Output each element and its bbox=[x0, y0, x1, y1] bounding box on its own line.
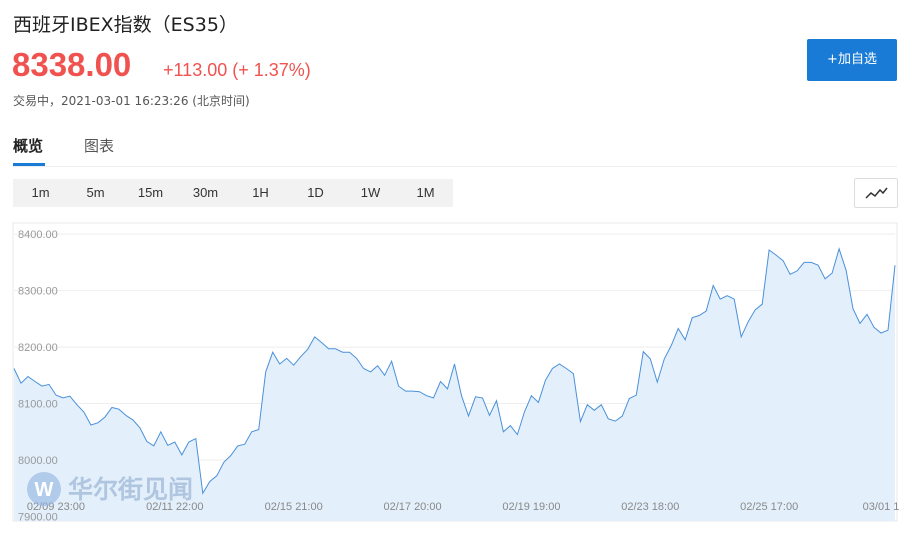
y-tick-label: 8200.00 bbox=[18, 342, 58, 354]
watermark-logo-letter: W bbox=[35, 479, 54, 501]
y-tick-label: 8300.00 bbox=[18, 286, 58, 298]
y-tick-label: 7900.00 bbox=[18, 511, 58, 523]
interval-button[interactable]: 1M bbox=[416, 185, 435, 200]
interval-button[interactable]: 15m bbox=[137, 185, 164, 200]
tab[interactable]: 概览 bbox=[13, 137, 44, 155]
interval-button[interactable]: 1W bbox=[360, 185, 381, 200]
price: 8338.00 bbox=[12, 46, 132, 83]
price-change: +113.00 (+ 1.37%) bbox=[163, 60, 311, 80]
separator bbox=[13, 166, 897, 167]
y-tick-label: 8400.00 bbox=[18, 229, 58, 241]
interval-button[interactable]: 5m bbox=[86, 185, 105, 200]
x-tick-label: 02/15 21:00 bbox=[265, 501, 323, 513]
chart-type-button[interactable] bbox=[854, 178, 898, 208]
y-tick-label: 8100.00 bbox=[18, 399, 58, 411]
x-tick-label: 02/23 18:00 bbox=[621, 501, 679, 513]
x-tick-label: 03/01 1 bbox=[863, 501, 900, 513]
line bbox=[13, 247, 896, 495]
x-tick-label: 02/25 17:00 bbox=[740, 501, 798, 513]
area bbox=[14, 248, 895, 522]
x-tick-label: 02/11 22:00 bbox=[146, 501, 203, 513]
interval-button[interactable]: 1D bbox=[307, 185, 324, 200]
interval-button[interactable]: 1m bbox=[31, 185, 50, 200]
interval-bar bbox=[13, 179, 453, 207]
tab-underline bbox=[13, 163, 45, 166]
x-tick-label: 02/17 20:00 bbox=[383, 501, 441, 513]
add-watchlist-button[interactable]: +加自选 bbox=[807, 39, 897, 81]
title: 西班牙IBEX指数（ES35） bbox=[13, 14, 238, 36]
status: 交易中，2021-03-01 16:23:26 (北京时间) bbox=[13, 94, 250, 108]
icon bbox=[865, 187, 888, 199]
watermark-logo bbox=[27, 472, 61, 506]
y-tick-label: 8000.00 bbox=[18, 455, 58, 467]
interval-button[interactable]: 30m bbox=[192, 185, 219, 200]
x-tick-label: 02/19 19:00 bbox=[502, 501, 560, 513]
watermark: 华尔街见闻 bbox=[68, 475, 193, 504]
tab[interactable]: 图表 bbox=[84, 137, 115, 155]
interval-button[interactable]: 1H bbox=[252, 185, 269, 200]
